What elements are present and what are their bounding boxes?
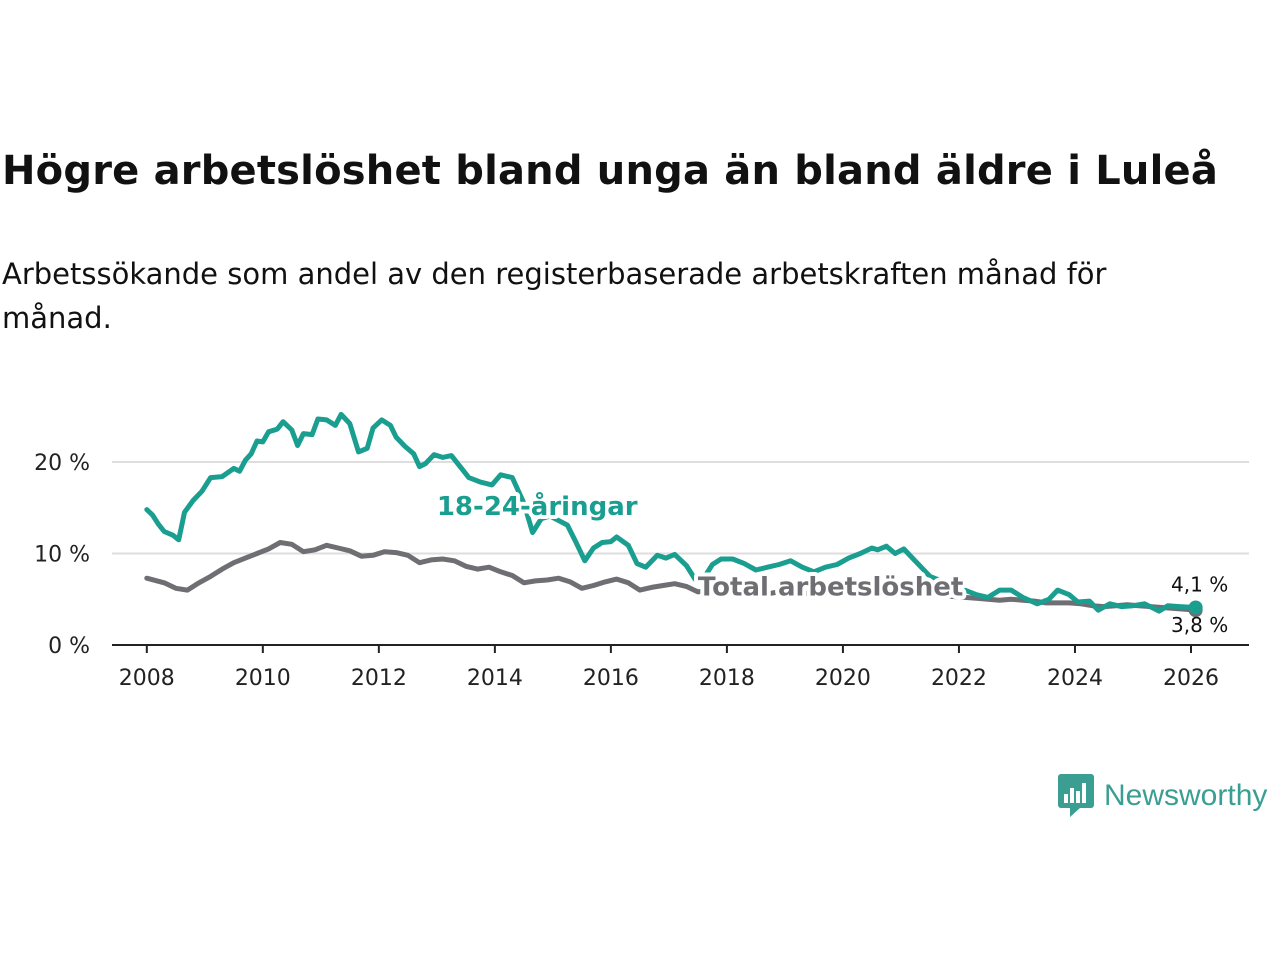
end-value-label-18-24-ringar: 4,1 % (1171, 572, 1228, 596)
x-tick-label: 2020 (815, 666, 871, 691)
x-tick-label: 2008 (119, 666, 175, 691)
series-line-18-24-ringar (144, 411, 1199, 614)
brand-logo: Newsworthy (1058, 774, 1267, 818)
x-tick-label: 2014 (467, 666, 523, 691)
series-lines (144, 411, 1199, 614)
end-marker-18-24-ringar (1188, 600, 1203, 615)
y-tick-label: 0 % (48, 634, 90, 659)
end-markers: 3,8 % 4,1 % (1171, 572, 1228, 637)
x-tick-label: 2010 (235, 666, 291, 691)
newsworthy-logo-icon (1058, 774, 1094, 817)
series-label-total-arbetsl-shet: Total arbetslöshet (698, 573, 963, 603)
series-label-18-24-ringar: 18-24-åringar (437, 490, 638, 522)
x-tick-label: 2012 (351, 666, 407, 691)
brand-name: Newsworthy (1104, 779, 1268, 812)
line-chart: 0 % 10 % 20 % 2008 2010 2012 2014 2016 2018 2020… (34, 411, 1249, 691)
chart-title: Högre arbetslöshet bland unga än bland ä… (2, 148, 1219, 194)
y-axis-ticks: 0 % 10 % 20 % (34, 451, 90, 659)
x-tick-label: 2018 (699, 666, 755, 691)
x-tick-label: 2016 (583, 666, 639, 691)
y-tick-label: 10 % (34, 543, 90, 568)
x-tick-label: 2022 (931, 666, 987, 691)
x-tick-label: 2026 (1163, 666, 1219, 691)
series-labels: Total arbetslöshet 18-24-åringar (433, 486, 967, 607)
x-tick-label: 2024 (1047, 666, 1103, 691)
grid-lines (112, 461, 1249, 555)
x-axis-ticks: 2008 2010 2012 2014 2016 2018 2020 2022 2024 2026 (119, 645, 1219, 691)
y-tick-label: 20 % (34, 451, 90, 476)
series-line-total-arbetsl-shet (144, 540, 1199, 613)
end-value-label-total-arbetsl-shet: 3,8 % (1171, 613, 1228, 637)
chart-subtitle: Arbetssökande som andel av den registerb… (2, 257, 1107, 335)
